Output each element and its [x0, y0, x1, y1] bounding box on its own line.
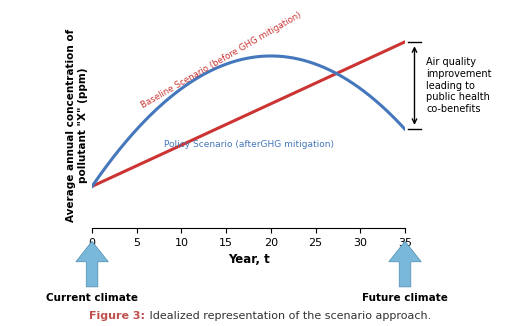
Text: Baseline Scenario (before GHG mitigation): Baseline Scenario (before GHG mitigation…: [139, 10, 303, 110]
X-axis label: Year, t: Year, t: [228, 254, 269, 266]
Text: Current climate: Current climate: [46, 293, 138, 304]
Text: Policy Scenario (afterGHG mitigation): Policy Scenario (afterGHG mitigation): [164, 140, 333, 149]
Text: Figure 3: Idealized representation of the scenario approach.: Figure 3: Idealized representation of th…: [96, 311, 430, 321]
Text: Air quality
improvement
leading to
public health
co-benefits: Air quality improvement leading to publi…: [426, 57, 492, 114]
Y-axis label: Average annual concentration of
pollutant "X" (ppm): Average annual concentration of pollutan…: [66, 29, 88, 222]
Text: Future climate: Future climate: [362, 293, 448, 304]
Text: Idealized representation of the scenario approach.: Idealized representation of the scenario…: [146, 311, 431, 321]
Text: Figure 3:: Figure 3:: [89, 311, 145, 321]
